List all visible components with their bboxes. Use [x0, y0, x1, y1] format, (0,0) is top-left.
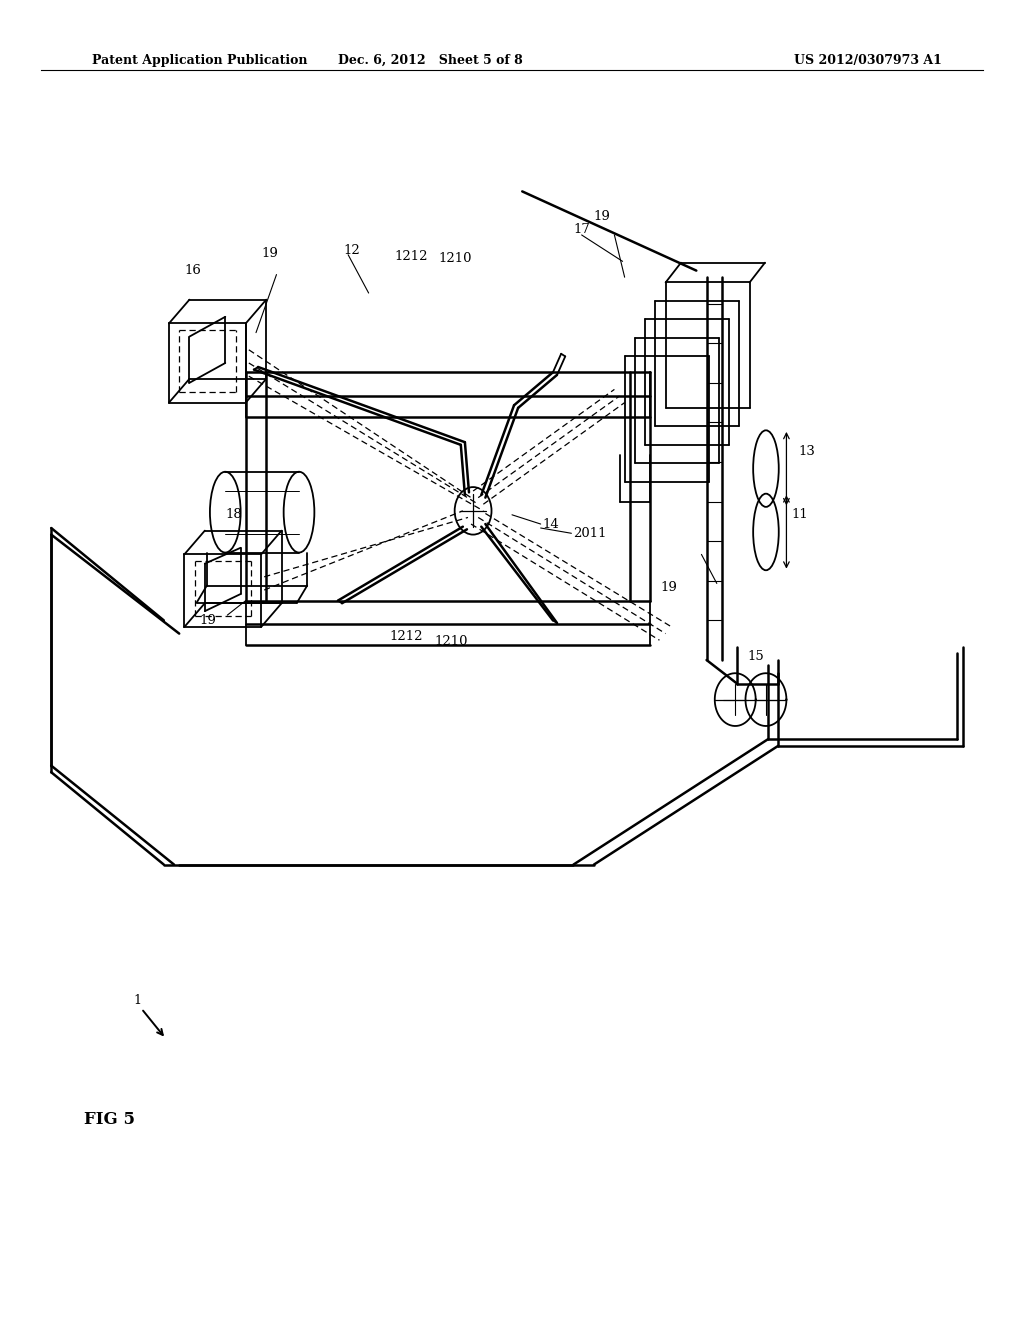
Text: 19: 19	[200, 614, 216, 627]
Text: 18: 18	[225, 508, 242, 521]
Text: 14: 14	[543, 517, 559, 531]
Text: 1212: 1212	[389, 630, 423, 643]
Text: 1210: 1210	[438, 252, 472, 265]
Text: FIG 5: FIG 5	[84, 1111, 135, 1127]
Text: Dec. 6, 2012   Sheet 5 of 8: Dec. 6, 2012 Sheet 5 of 8	[338, 54, 522, 66]
Text: 1: 1	[133, 994, 141, 1007]
Text: 1212: 1212	[394, 249, 428, 263]
Text: 19: 19	[660, 581, 677, 594]
Text: 15: 15	[748, 649, 764, 663]
Text: 2011: 2011	[573, 527, 607, 540]
Text: US 2012/0307973 A1: US 2012/0307973 A1	[795, 54, 942, 66]
Text: 16: 16	[184, 264, 201, 277]
Text: 11: 11	[792, 508, 808, 521]
Text: Patent Application Publication: Patent Application Publication	[92, 54, 307, 66]
Text: 17: 17	[573, 223, 590, 236]
Text: 13: 13	[799, 445, 815, 458]
Text: 12: 12	[343, 244, 359, 257]
Text: 19: 19	[261, 247, 278, 260]
Text: 19: 19	[594, 210, 610, 223]
Text: 1210: 1210	[434, 635, 468, 648]
